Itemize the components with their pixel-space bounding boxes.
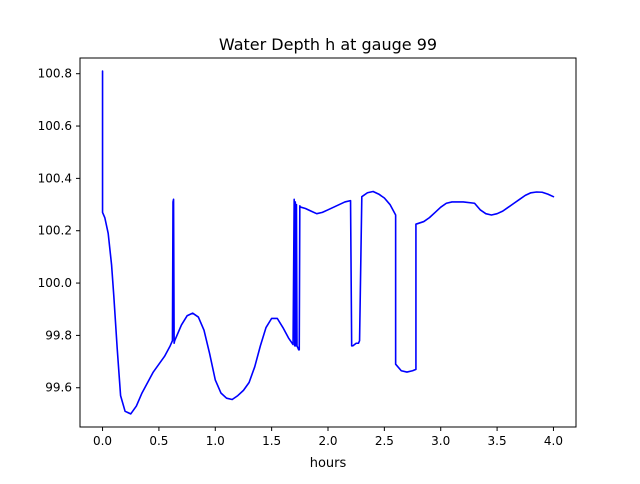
x-tick-label: 0.5 bbox=[149, 434, 168, 448]
x-tick-label: 0.0 bbox=[93, 434, 112, 448]
x-axis-label: hours bbox=[310, 456, 347, 471]
y-tick-label: 100.4 bbox=[38, 171, 72, 185]
plot-area: 0.0 0.5 1.0 1.5 2.0 2.5 3.0 3.5 4.0 99.6 99.8 100.0… bbox=[38, 57, 577, 448]
x-tick-label: 2.0 bbox=[318, 434, 337, 448]
y-tick-label: 99.6 bbox=[45, 381, 72, 395]
x-tick-label: 2.5 bbox=[375, 434, 394, 448]
y-tick-label: 100.0 bbox=[38, 276, 72, 290]
x-tick-label: 1.5 bbox=[262, 434, 281, 448]
x-tick-label: 3.5 bbox=[488, 434, 507, 448]
chart-title: Water Depth h at gauge 99 bbox=[219, 35, 437, 54]
x-tick-label: 3.0 bbox=[431, 434, 450, 448]
series-line-0 bbox=[101, 70, 555, 415]
y-tick-label: 100.2 bbox=[38, 224, 72, 238]
x-tick-label: 4.0 bbox=[544, 434, 563, 448]
y-tick-label: 99.8 bbox=[45, 328, 72, 342]
x-tick-label: 1.0 bbox=[206, 434, 225, 448]
y-tick-label: 100.6 bbox=[38, 119, 72, 133]
y-tick-label: 100.8 bbox=[38, 67, 72, 81]
